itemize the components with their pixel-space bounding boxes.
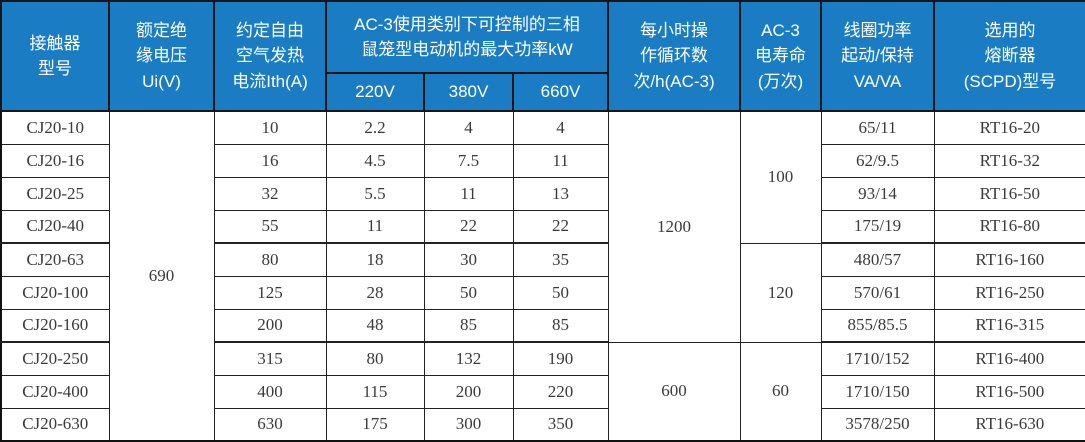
cell-power-660v: 11 [512,143,609,178]
cell-power-380v: 85 [423,308,514,343]
cell-power-220v: 18 [325,242,425,277]
table-row: CJ20-25 32 5.5 11 13 93/14 RT16-50 [0,176,1085,211]
cell-model: CJ20-25 [0,176,110,211]
cell-model: CJ20-250 [0,341,110,376]
cell-fuse-type: RT16-80 [933,209,1085,244]
cell-coil-power: 1710/150 [820,374,935,409]
col-header-cycles-per-hour: 每小时操 作循环数 次/h(AC-3) [607,0,742,112]
cell-power-220v: 11 [325,209,425,244]
cell-power-380v: 4 [423,110,514,145]
cell-power-220v: 5.5 [325,176,425,211]
cell-power-220v: 175 [325,407,425,442]
cell-coil-power: 3578/250 [820,407,935,442]
cell-cycles-per-hour: 600 [607,341,741,442]
cell-model: CJ20-100 [0,275,110,310]
cell-coil-power: 175/19 [820,209,935,244]
cell-power-660v: 13 [512,176,609,211]
table-row: CJ20-100 125 28 50 50 570/61 RT16-250 [0,275,1085,310]
cell-power-220v: 2.2 [325,110,425,145]
cell-ith: 32 [213,176,327,211]
cell-fuse-type: RT16-160 [933,242,1085,277]
col-header-coil-power: 线圈功率 起动/保持 VA/VA [820,0,936,112]
cell-model: CJ20-40 [0,209,110,244]
cell-power-220v: 48 [325,308,425,343]
cell-electrical-life: 120 [739,242,822,343]
col-header-660v: 660V [511,72,610,112]
cell-coil-power: 1710/152 [820,341,935,376]
cell-power-660v: 350 [512,407,609,442]
cell-power-660v: 35 [512,242,609,277]
col-header-max-power-group: AC-3使用类别下可控制的三相 鼠笼型电动机的最大功率kW [324,0,610,74]
cell-ith: 125 [213,275,327,310]
cell-power-660v: 220 [512,374,609,409]
cell-coil-power: 65/11 [820,110,935,145]
col-header-rated-insulation-voltage: 额定绝 缘电压 Ui(V) [108,0,215,112]
table-row: CJ20-10 690 10 2.2 4 4 1200 100 65/11 RT… [0,110,1085,442]
cell-power-380v: 11 [423,176,514,211]
cell-fuse-type: RT16-630 [933,407,1085,442]
table-row: CJ20-400 400 115 200 220 1710/150 RT16-5… [0,374,1085,409]
table-row: CJ20-160 200 48 85 85 855/85.5 RT16-315 [0,308,1085,343]
cell-ith: 630 [213,407,327,442]
cell-cycles-per-hour: 1200 [607,110,741,343]
cell-fuse-type: RT16-400 [933,341,1085,376]
cell-power-220v: 80 [325,341,425,376]
cell-coil-power: 855/85.5 [820,308,935,343]
cell-fuse-type: RT16-315 [933,308,1085,343]
cell-fuse-type: RT16-20 [933,110,1085,145]
cell-power-660v: 22 [512,209,609,244]
cell-model: CJ20-10 [0,110,110,145]
table-row: CJ20-630 630 175 300 350 3578/250 RT16-6… [0,407,1085,442]
table-row: CJ20-250 315 80 132 190 600 60 1710/152 … [0,341,1085,442]
cell-coil-power: 480/57 [820,242,935,277]
cell-power-220v: 4.5 [325,143,425,178]
cell-electrical-life: 100 [739,110,822,244]
cell-power-660v: 190 [512,341,609,376]
cell-power-380v: 132 [423,341,514,376]
cell-power-380v: 300 [423,407,514,442]
col-header-electrical-life: AC-3 电寿命 (万次) [739,0,823,112]
col-header-220v: 220V [325,72,425,112]
cell-model: CJ20-63 [0,242,110,277]
cell-ith: 16 [213,143,327,178]
col-header-fuse-type: 选用的 熔断器 (SCPD)型号 [933,0,1085,112]
table-row: CJ20-16 16 4.5 7.5 11 62/9.5 RT16-32 [0,143,1085,178]
cell-electrical-life: 60 [739,341,822,442]
cell-insulation-voltage: 690 [108,110,215,442]
cell-fuse-type: RT16-500 [933,374,1085,409]
cell-ith: 10 [213,110,327,145]
cell-power-660v: 4 [512,110,609,145]
cell-power-220v: 28 [325,275,425,310]
cell-model: CJ20-400 [0,374,110,409]
cell-ith: 315 [213,341,327,376]
cell-power-380v: 30 [423,242,514,277]
cell-model: CJ20-630 [0,407,110,442]
cell-power-380v: 22 [423,209,514,244]
cell-power-380v: 200 [423,374,514,409]
col-header-thermal-current: 约定自由 空气发热 电流Ith(A) [213,0,327,112]
cell-ith: 80 [213,242,327,277]
cell-model: CJ20-16 [0,143,110,178]
col-header-380v: 380V [423,72,514,112]
cell-coil-power: 62/9.5 [820,143,935,178]
col-header-model: 接触器 型号 [0,0,110,112]
cell-ith: 200 [213,308,327,343]
cell-ith: 55 [213,209,327,244]
cell-fuse-type: RT16-50 [933,176,1085,211]
cell-model: CJ20-160 [0,308,110,343]
cell-coil-power: 570/61 [820,275,935,310]
cell-ith: 400 [213,374,327,409]
cell-power-220v: 115 [325,374,425,409]
cell-fuse-type: RT16-32 [933,143,1085,178]
cell-power-380v: 50 [423,275,514,310]
cell-power-660v: 85 [512,308,609,343]
cell-coil-power: 93/14 [820,176,935,211]
cell-power-660v: 50 [512,275,609,310]
cell-power-380v: 7.5 [423,143,514,178]
table-row: CJ20-40 55 11 22 22 175/19 RT16-80 [0,209,1085,244]
cell-fuse-type: RT16-250 [933,275,1085,310]
